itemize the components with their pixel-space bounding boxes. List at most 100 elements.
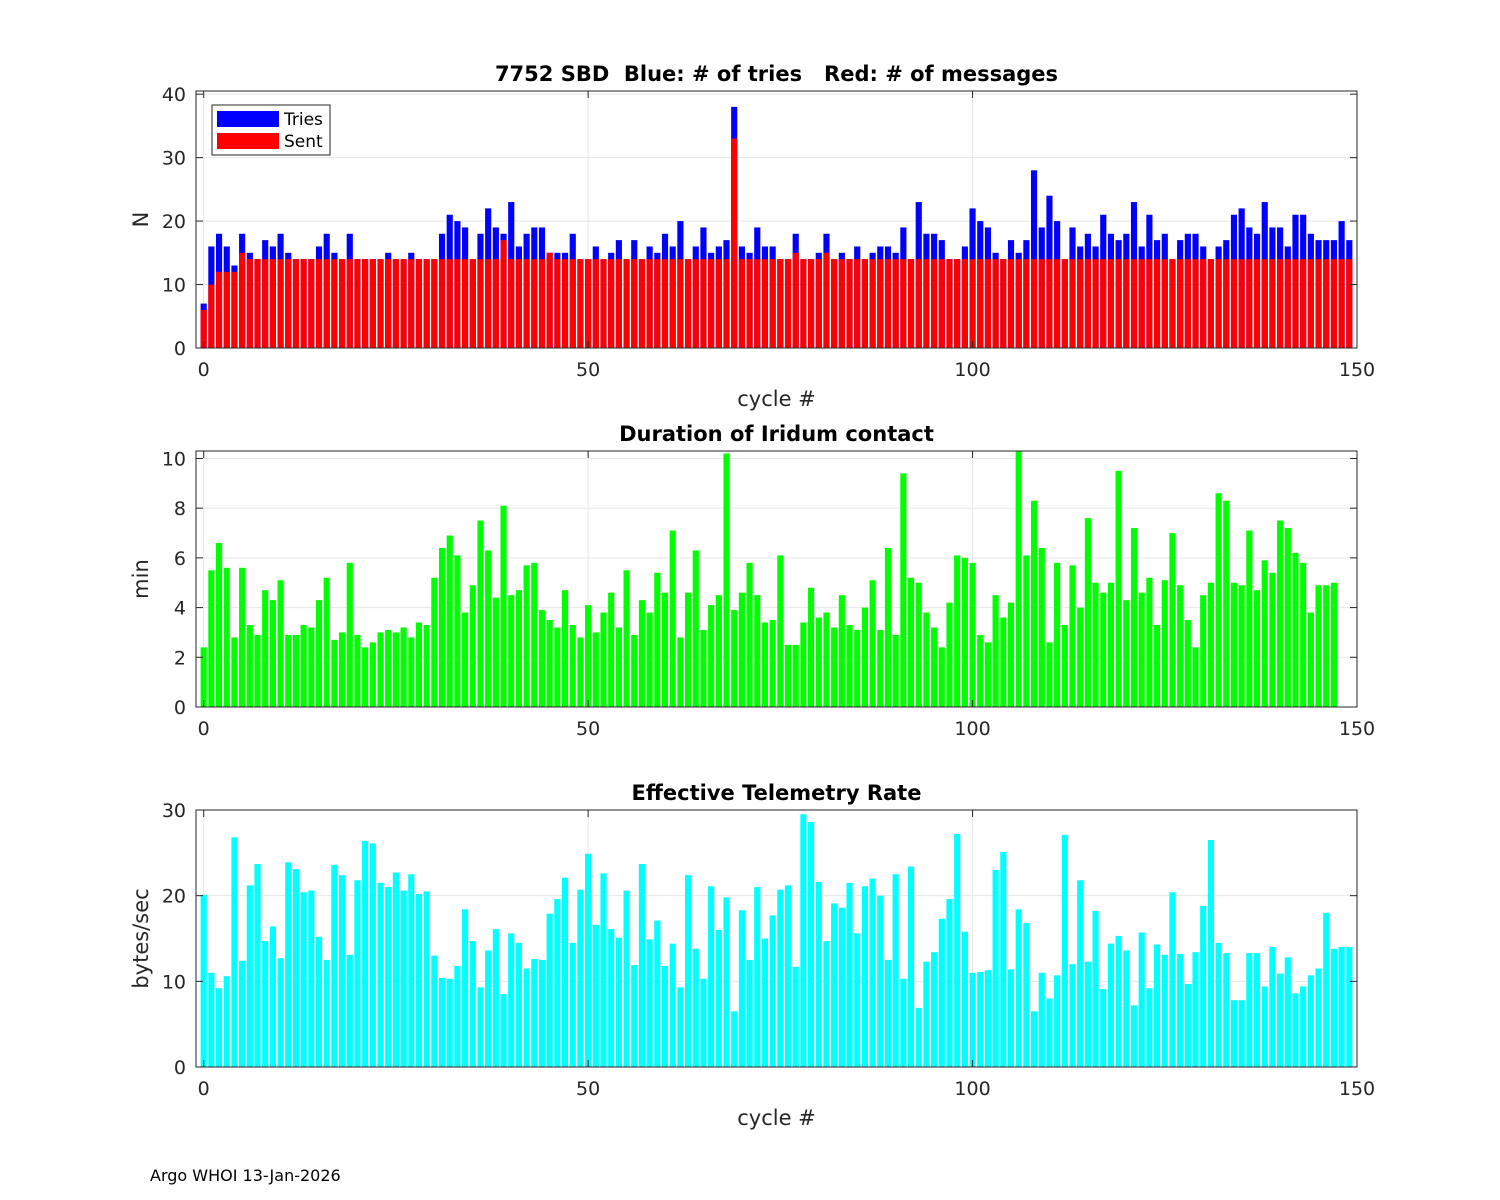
bar — [831, 259, 838, 348]
bar — [315, 259, 323, 348]
bar — [661, 592, 669, 707]
bar — [208, 570, 215, 707]
bar — [531, 259, 538, 348]
bar — [1246, 953, 1253, 1067]
x-axis-label: cycle # — [737, 1106, 816, 1130]
bar — [861, 886, 868, 1067]
bar — [1261, 560, 1268, 707]
bar — [1077, 880, 1084, 1067]
bar — [446, 535, 453, 707]
bar — [485, 950, 492, 1067]
bar — [1130, 1005, 1138, 1067]
bar — [1315, 259, 1322, 348]
bar — [915, 1007, 922, 1067]
bar — [884, 259, 892, 348]
bar — [900, 473, 907, 707]
bar — [823, 612, 830, 707]
bar — [1338, 259, 1345, 348]
bar — [954, 555, 961, 707]
bar — [538, 610, 546, 707]
bar — [792, 644, 799, 707]
bar — [946, 602, 953, 707]
bar — [1069, 964, 1076, 1067]
bar — [592, 259, 599, 348]
bar — [1277, 259, 1284, 348]
bar — [339, 875, 346, 1067]
bar — [1346, 947, 1353, 1067]
bar — [577, 889, 584, 1067]
bar — [1061, 834, 1068, 1067]
bar — [723, 897, 730, 1067]
bar — [400, 627, 407, 707]
bar — [1146, 988, 1153, 1067]
bar — [1307, 612, 1314, 707]
bar — [746, 959, 753, 1067]
bar — [1200, 905, 1207, 1067]
x-tick-label: 50 — [576, 718, 600, 740]
bar — [1238, 585, 1245, 707]
bar — [285, 259, 292, 348]
bar — [339, 632, 346, 707]
x-tick-label: 50 — [576, 359, 600, 381]
bar — [1046, 259, 1053, 348]
bar — [1130, 528, 1138, 707]
x-tick-label: 0 — [198, 718, 210, 740]
bar — [369, 259, 376, 348]
bar — [808, 259, 815, 348]
bar — [1161, 259, 1168, 348]
bar — [292, 259, 300, 348]
chart-title: 7752 SBD Blue: # of tries Red: # of mess… — [495, 62, 1058, 86]
bar — [515, 259, 523, 348]
bar — [854, 259, 861, 348]
bar — [1084, 518, 1091, 707]
bar — [392, 872, 399, 1067]
bar — [354, 880, 361, 1067]
bar — [569, 259, 576, 348]
bar — [823, 941, 830, 1067]
y-tick-label: 8 — [174, 498, 186, 520]
bar — [600, 873, 607, 1067]
bar — [1169, 259, 1176, 348]
bar — [431, 259, 438, 348]
bar — [1223, 953, 1230, 1067]
bar — [231, 637, 238, 707]
y-tick-label: 0 — [174, 338, 186, 360]
bar — [523, 259, 530, 348]
bar — [900, 978, 907, 1067]
bar — [200, 647, 207, 707]
bar — [1061, 624, 1068, 707]
bar — [1154, 944, 1161, 1067]
bar — [300, 624, 307, 707]
y-tick-label: 20 — [162, 211, 186, 233]
bar — [585, 259, 592, 348]
bar — [1092, 911, 1099, 1067]
bar — [638, 600, 646, 707]
x-tick-label: 150 — [1339, 359, 1375, 381]
bar — [769, 620, 776, 707]
bar — [323, 959, 330, 1067]
bar — [1030, 1011, 1038, 1067]
bar — [292, 869, 300, 1067]
bar — [623, 570, 630, 707]
bar — [1154, 259, 1161, 348]
bar — [731, 610, 738, 707]
bar — [523, 968, 530, 1067]
bar — [561, 259, 569, 348]
bar — [615, 627, 622, 707]
bar — [1030, 259, 1038, 348]
bar — [869, 259, 876, 348]
bar — [239, 252, 246, 348]
bar — [738, 592, 745, 707]
bar — [1253, 953, 1261, 1067]
bar — [931, 952, 938, 1067]
bar — [754, 887, 761, 1067]
bar — [969, 972, 976, 1067]
bar — [1054, 975, 1061, 1067]
bar — [592, 632, 599, 707]
bar — [1346, 259, 1353, 348]
bar — [907, 577, 915, 707]
bar — [877, 629, 884, 707]
bar — [954, 833, 961, 1067]
chart-1: 0 50 100 150 0 10 20 30 40 7752 SBD Blue: # of tr… — [129, 62, 1375, 411]
bar — [608, 929, 615, 1067]
